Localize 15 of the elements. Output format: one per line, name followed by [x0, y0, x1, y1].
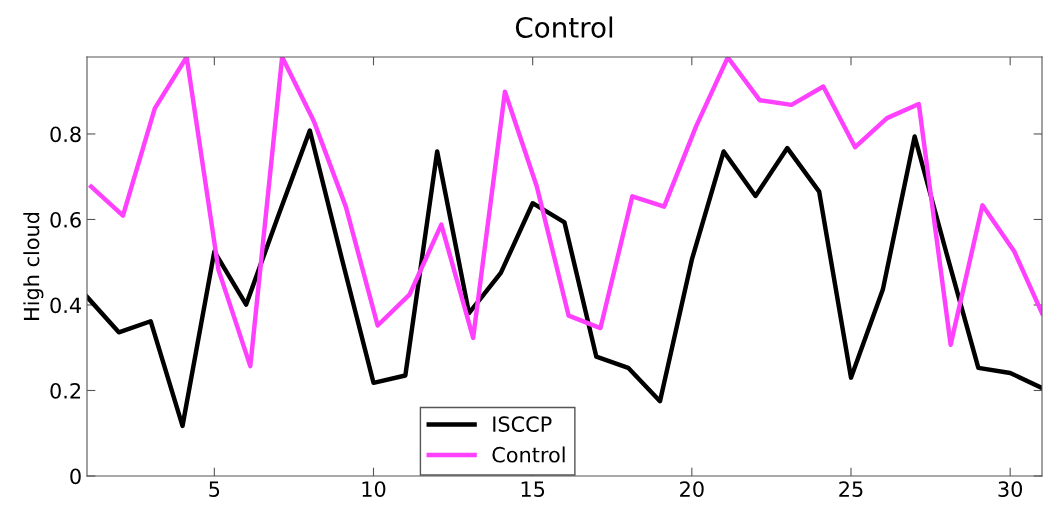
x-tick-label: 30 [998, 481, 1023, 497]
y-tick-label: 0.8 [50, 126, 81, 143]
chart-title: Control [515, 16, 613, 38]
y-tick-label: 0 [70, 468, 81, 485]
y-tick-label: 0.2 [50, 382, 81, 399]
y-axis-title: High cloud [23, 212, 44, 320]
legend-label: Control [492, 446, 565, 463]
x-tick-label: 10 [362, 481, 386, 497]
x-tick-label: 15 [521, 481, 545, 497]
legend-label: ISCCP [493, 416, 552, 433]
x-tick-label: 25 [839, 481, 863, 497]
y-tick-label: 0.6 [50, 211, 81, 228]
x-tick-label: 20 [680, 481, 704, 497]
y-tick-label: 0.4 [50, 297, 81, 314]
x-tick-label: 5 [209, 481, 220, 497]
